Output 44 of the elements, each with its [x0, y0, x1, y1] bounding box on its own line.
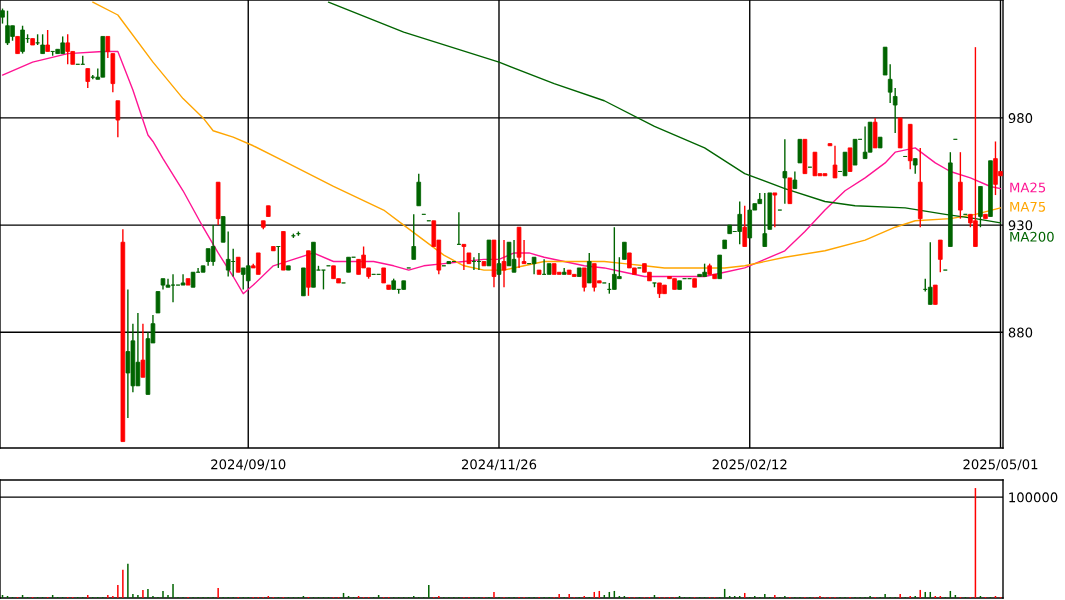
candlestick [411, 213, 417, 261]
candlestick [782, 138, 788, 205]
candlestick [321, 269, 326, 291]
candlestick [416, 172, 422, 207]
y-tick-label: 930 [1008, 220, 1033, 231]
candlestick [938, 239, 943, 273]
candlestick [85, 67, 91, 89]
y-tick-label: 980 [1008, 113, 1033, 124]
x-tick-label: 2025/02/12 [712, 459, 787, 471]
candlestick [762, 192, 768, 248]
series-label: MA200 [1010, 231, 1054, 242]
x-tick-label: 2024/09/10 [211, 459, 286, 471]
x-tick-label: 2024/11/26 [461, 459, 537, 471]
candlestick [180, 273, 186, 286]
candlestick [737, 200, 743, 246]
x-tick-label: 2025/05/01 [963, 459, 1038, 471]
candlestick [581, 267, 587, 293]
series-label: MA75 [1010, 201, 1046, 212]
candlestick [115, 100, 121, 138]
candlestick [45, 29, 50, 53]
candlestick [832, 145, 838, 179]
candlestick [155, 290, 161, 314]
candlestick [812, 151, 818, 177]
candlestick [847, 147, 853, 173]
candlestick [210, 224, 216, 267]
candlestick [797, 138, 803, 164]
candlestick [20, 25, 25, 55]
candlestick [742, 205, 748, 248]
candlestick [501, 239, 507, 288]
candlestick [255, 252, 261, 276]
series-label: MA25 [1010, 182, 1046, 193]
candlestick [140, 322, 146, 378]
candlestick [933, 284, 938, 306]
candlestick [461, 243, 467, 271]
candlestick [586, 252, 592, 284]
candlestick [927, 241, 933, 306]
y-tick-label: 880 [1008, 327, 1033, 338]
y-tick-label: 100000 [1009, 492, 1058, 503]
candlestick [125, 288, 131, 419]
candlestick [40, 33, 45, 55]
candlestick [772, 192, 778, 228]
candlestick [717, 254, 722, 280]
candlestick [842, 151, 848, 177]
candlestick [496, 239, 502, 276]
